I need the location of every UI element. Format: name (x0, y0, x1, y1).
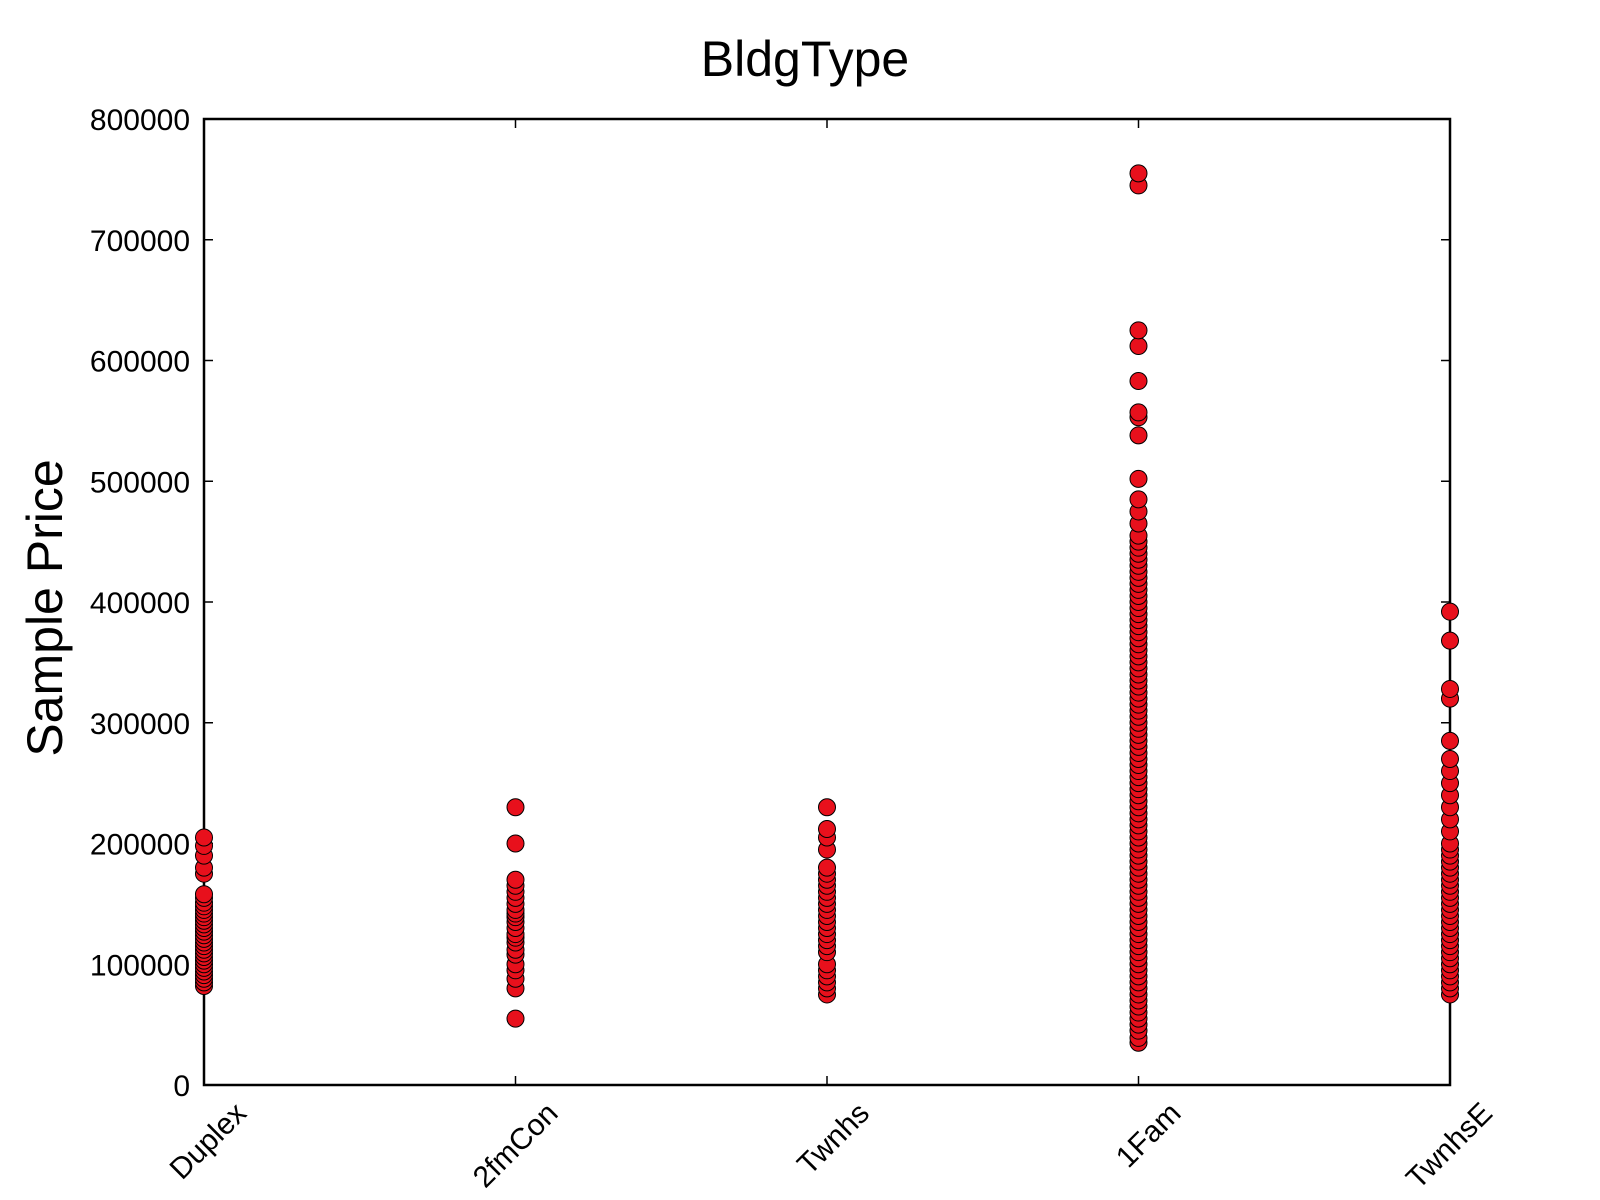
data-point-1fam (1129, 337, 1148, 356)
data-point-twnhse (1441, 679, 1459, 698)
data-point-twnhse (1441, 731, 1459, 750)
y-axis-label: Sample Price (17, 459, 73, 756)
data-point-1fam (1129, 164, 1148, 183)
data-points (195, 164, 1459, 1052)
data-point-twnhse (1441, 749, 1459, 768)
data-point-1fam (1129, 426, 1148, 445)
y-tick-label: 300000 (90, 708, 190, 741)
x-tick-label: Twnhs (791, 1097, 876, 1182)
data-point-twnhs (818, 858, 836, 877)
y-tick-label: 400000 (90, 587, 190, 620)
data-point-1fam (1129, 490, 1148, 509)
data-point-2fmcon (506, 798, 525, 817)
x-tick-label: 1Fam (1110, 1097, 1188, 1175)
data-point-duplex (195, 828, 213, 847)
data-point-twnhs (818, 798, 836, 817)
x-tick-label: Duplex (164, 1097, 253, 1186)
y-tick-label: 0 (173, 1070, 190, 1103)
data-point-twnhse (1441, 631, 1459, 650)
data-point-2fmcon (506, 834, 525, 853)
data-point-twnhs (818, 820, 836, 839)
data-point-2fmcon (506, 870, 525, 889)
y-tick-label: 200000 (90, 829, 190, 862)
x-tick-label: 2fmCon (467, 1097, 565, 1195)
data-point-1fam (1129, 403, 1148, 422)
data-point-duplex (195, 885, 213, 904)
data-point-1fam (1129, 469, 1148, 488)
data-point-1fam (1129, 321, 1148, 340)
y-tick-label: 800000 (90, 104, 190, 137)
chart-title: BldgType (701, 31, 909, 87)
data-point-1fam (1129, 372, 1148, 391)
data-point-twnhse (1441, 602, 1459, 621)
y-tick-label: 700000 (90, 225, 190, 258)
data-point-2fmcon (506, 1009, 525, 1028)
x-tick-label: TwnhsE (1400, 1097, 1499, 1196)
y-tick-label: 600000 (90, 346, 190, 379)
x-axis-ticks: Duplex 2fmCon Twnhs 1Fam TwnhsE (164, 119, 1499, 1195)
y-axis-ticks: 0 100000 200000 300000 400000 500000 600000 700… (90, 104, 1450, 1103)
y-tick-label: 100000 (90, 949, 190, 982)
y-tick-label: 500000 (90, 466, 190, 499)
